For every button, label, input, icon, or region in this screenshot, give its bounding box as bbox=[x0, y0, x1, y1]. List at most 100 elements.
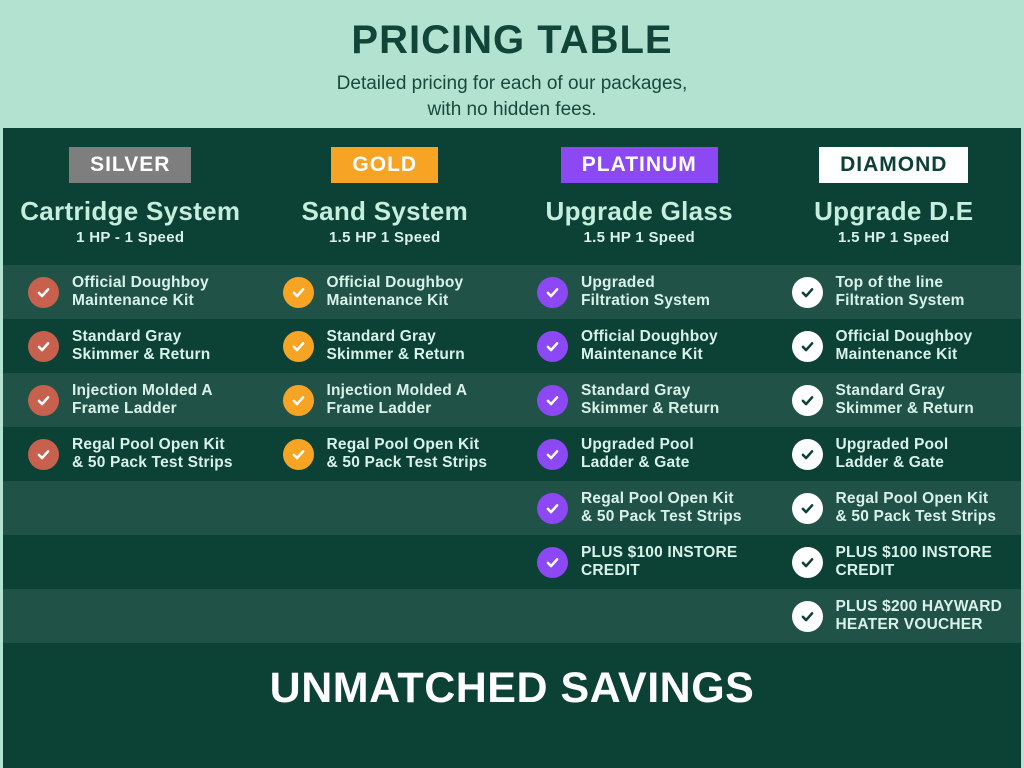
feature-cell: Official Doughboy Maintenance Kit bbox=[3, 265, 258, 319]
platinum-badge: PLATINUM bbox=[560, 147, 718, 183]
page-title: PRICING TABLE bbox=[351, 18, 673, 62]
empty-cell bbox=[3, 589, 258, 643]
feature-cell: Standard Gray Skimmer & Return bbox=[258, 319, 513, 373]
check-icon bbox=[537, 276, 568, 308]
empty-cell bbox=[3, 481, 258, 535]
feature-text: Official Doughboy Maintenance Kit bbox=[326, 273, 464, 309]
package-header-silver: SILVER Cartridge System 1 HP - 1 Speed bbox=[3, 128, 258, 265]
feature-text: Regal Pool Open Kit & 50 Pack Test Strip… bbox=[326, 435, 488, 471]
check-icon bbox=[28, 438, 59, 470]
feature-cell: PLUS $100 INSTORE CREDIT bbox=[512, 535, 767, 589]
feature-text: Injection Molded A Frame Ladder bbox=[326, 381, 468, 417]
package-title: Upgrade Glass bbox=[545, 196, 733, 226]
check-icon bbox=[791, 492, 823, 524]
feature-text: Official Doughboy Maintenance Kit bbox=[835, 327, 973, 363]
table-row: Regal Pool Open Kit & 50 Pack Test Strip… bbox=[3, 427, 1021, 481]
table-row: PLUS $200 HAYWARD HEATER VOUCHER bbox=[3, 589, 1021, 643]
feature-cell: PLUS $200 HAYWARD HEATER VOUCHER bbox=[767, 589, 1022, 643]
feature-text: PLUS $200 HAYWARD HEATER VOUCHER bbox=[835, 597, 1002, 633]
page-subtitle: Detailed pricing for each of our package… bbox=[336, 73, 688, 120]
package-title: Upgrade D.E bbox=[814, 196, 974, 226]
check-icon bbox=[791, 276, 823, 308]
empty-cell bbox=[3, 535, 258, 589]
table-row: Standard Gray Skimmer & Return Standard … bbox=[3, 319, 1021, 373]
package-header-diamond: DIAMOND Upgrade D.E 1.5 HP 1 Speed bbox=[767, 128, 1022, 265]
feature-text: Official Doughboy Maintenance Kit bbox=[72, 273, 209, 309]
feature-text: Top of the line Filtration System bbox=[835, 273, 965, 309]
feature-text: Upgraded Pool Ladder & Gate bbox=[835, 435, 949, 471]
feature-text: Upgraded Pool Ladder & Gate bbox=[581, 435, 694, 471]
feature-text: Regal Pool Open Kit & 50 Pack Test Strip… bbox=[835, 489, 997, 525]
table-row: PLUS $100 INSTORE CREDIT PLUS $100 INSTO… bbox=[3, 535, 1021, 589]
table-row: Injection Molded A Frame Ladder Injectio… bbox=[3, 373, 1021, 427]
check-icon bbox=[791, 330, 823, 362]
table-row: Official Doughboy Maintenance Kit Offici… bbox=[3, 265, 1021, 319]
feature-cell: Official Doughboy Maintenance Kit bbox=[767, 319, 1022, 373]
check-icon bbox=[791, 384, 823, 416]
feature-text: Regal Pool Open Kit & 50 Pack Test Strip… bbox=[581, 489, 742, 525]
feature-text: PLUS $100 INSTORE CREDIT bbox=[835, 543, 992, 579]
silver-badge: SILVER bbox=[69, 147, 192, 183]
check-icon bbox=[537, 492, 568, 524]
feature-text: PLUS $100 INSTORE CREDIT bbox=[581, 543, 738, 579]
package-subtitle: 1.5 HP 1 Speed bbox=[583, 229, 695, 246]
feature-cell: Regal Pool Open Kit & 50 Pack Test Strip… bbox=[258, 427, 513, 481]
check-icon bbox=[791, 600, 823, 632]
feature-text: Upgraded Filtration System bbox=[581, 273, 711, 309]
check-icon bbox=[791, 438, 823, 470]
check-icon bbox=[282, 438, 314, 470]
package-header-row: SILVER Cartridge System 1 HP - 1 Speed G… bbox=[3, 128, 1021, 265]
feature-text: Standard Gray Skimmer & Return bbox=[581, 381, 720, 417]
package-header-platinum: PLATINUM Upgrade Glass 1.5 HP 1 Speed bbox=[512, 128, 767, 265]
feature-cell: Standard Gray Skimmer & Return bbox=[767, 373, 1022, 427]
feature-cell: Injection Molded A Frame Ladder bbox=[3, 373, 258, 427]
page-header: PRICING TABLE Detailed pricing for each … bbox=[0, 0, 1024, 128]
footer-headline: UNMATCHED SAVINGS bbox=[269, 664, 755, 712]
check-icon bbox=[537, 330, 568, 362]
empty-cell bbox=[258, 589, 513, 643]
feature-cell: Official Doughboy Maintenance Kit bbox=[258, 265, 513, 319]
package-subtitle: 1.5 HP 1 Speed bbox=[329, 229, 441, 246]
feature-cell: Upgraded Pool Ladder & Gate bbox=[767, 427, 1022, 481]
feature-cell: Standard Gray Skimmer & Return bbox=[3, 319, 258, 373]
package-header-gold: GOLD Sand System 1.5 HP 1 Speed bbox=[258, 128, 513, 265]
check-icon bbox=[282, 384, 314, 416]
check-icon bbox=[28, 276, 59, 308]
feature-cell: Upgraded Filtration System bbox=[512, 265, 767, 319]
check-icon bbox=[28, 384, 59, 416]
check-icon bbox=[537, 384, 568, 416]
diamond-badge: DIAMOND bbox=[819, 147, 969, 183]
check-icon bbox=[537, 546, 568, 578]
feature-text: Standard Gray Skimmer & Return bbox=[326, 327, 465, 363]
check-icon bbox=[282, 276, 314, 308]
feature-text: Injection Molded A Frame Ladder bbox=[72, 381, 213, 417]
feature-rows: Official Doughboy Maintenance Kit Offici… bbox=[3, 265, 1021, 643]
package-title: Sand System bbox=[301, 196, 469, 226]
check-icon bbox=[28, 330, 59, 362]
feature-cell: Top of the line Filtration System bbox=[767, 265, 1022, 319]
feature-cell: PLUS $100 INSTORE CREDIT bbox=[767, 535, 1022, 589]
feature-cell: Regal Pool Open Kit & 50 Pack Test Strip… bbox=[3, 427, 258, 481]
feature-cell: Regal Pool Open Kit & 50 Pack Test Strip… bbox=[512, 481, 767, 535]
empty-cell bbox=[512, 589, 767, 643]
feature-text: Regal Pool Open Kit & 50 Pack Test Strip… bbox=[72, 435, 233, 471]
table-row: Regal Pool Open Kit & 50 Pack Test Strip… bbox=[3, 481, 1021, 535]
package-subtitle: 1.5 HP 1 Speed bbox=[838, 229, 950, 246]
feature-cell: Regal Pool Open Kit & 50 Pack Test Strip… bbox=[767, 481, 1022, 535]
footer-banner: UNMATCHED SAVINGS bbox=[3, 643, 1021, 768]
feature-cell: Official Doughboy Maintenance Kit bbox=[512, 319, 767, 373]
feature-cell: Standard Gray Skimmer & Return bbox=[512, 373, 767, 427]
feature-cell: Upgraded Pool Ladder & Gate bbox=[512, 427, 767, 481]
feature-text: Official Doughboy Maintenance Kit bbox=[581, 327, 718, 363]
empty-cell bbox=[258, 535, 513, 589]
feature-cell: Injection Molded A Frame Ladder bbox=[258, 373, 513, 427]
package-subtitle: 1 HP - 1 Speed bbox=[76, 229, 185, 246]
check-icon bbox=[282, 330, 314, 362]
gold-badge: GOLD bbox=[331, 147, 439, 183]
package-title: Cartridge System bbox=[20, 196, 241, 226]
feature-text: Standard Gray Skimmer & Return bbox=[835, 381, 974, 417]
empty-cell bbox=[258, 481, 513, 535]
check-icon bbox=[791, 546, 823, 578]
feature-text: Standard Gray Skimmer & Return bbox=[72, 327, 211, 363]
pricing-table-panel: SILVER Cartridge System 1 HP - 1 Speed G… bbox=[3, 128, 1021, 768]
